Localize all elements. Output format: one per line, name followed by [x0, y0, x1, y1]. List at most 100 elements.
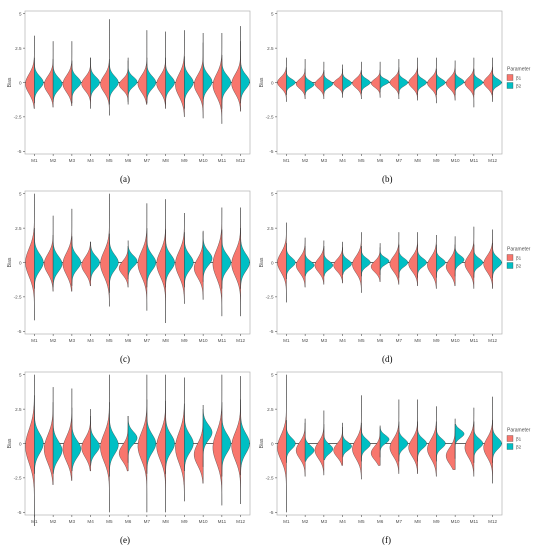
caption-f: (f)	[382, 535, 391, 545]
x-tick-label: M3	[69, 519, 76, 524]
x-tick-label: M9	[433, 158, 440, 163]
x-tick-label: M6	[125, 338, 132, 343]
x-tick-label: M7	[396, 158, 403, 163]
violin-half-β1	[137, 30, 148, 105]
y-tick-label: 0	[19, 441, 22, 446]
violin-half-β1	[231, 207, 241, 317]
x-tick-label: M1	[31, 158, 38, 163]
violin-half-β2	[304, 68, 315, 96]
violin-half-β1	[483, 396, 493, 484]
violin-half-β2	[398, 66, 409, 94]
violin-half-β1	[62, 208, 73, 292]
violin-half-β1	[314, 410, 325, 476]
x-tick-label: M12	[488, 338, 497, 343]
violin-half-β2	[379, 69, 390, 93]
violin-half-β2	[90, 57, 100, 101]
violin-half-β2	[52, 234, 63, 288]
x-tick-label: M8	[414, 338, 421, 343]
x-tick-label: M3	[69, 158, 76, 163]
violin-half-β2	[202, 404, 213, 468]
violin-half-β1	[193, 230, 204, 300]
violin-half-β1	[81, 57, 91, 109]
x-tick-label: M3	[69, 338, 76, 343]
y-axis-label: Bias	[259, 257, 265, 267]
y-tick-label: -2.5	[14, 295, 22, 300]
caption-b: (b)	[382, 174, 393, 184]
violin-half-β2	[184, 55, 194, 110]
violin-half-β2	[304, 422, 315, 462]
x-tick-label: M6	[377, 338, 384, 343]
x-tick-label: M1	[31, 338, 38, 343]
y-tick-label: -2.5	[266, 115, 274, 120]
violin-half-β2	[240, 25, 250, 104]
x-tick-label: M3	[321, 338, 328, 343]
y-tick-label: 2.5	[15, 407, 22, 412]
violin-half-β2	[90, 241, 100, 281]
legend-label-β1: β1	[516, 255, 522, 260]
legend-label-β1: β1	[516, 75, 522, 80]
violin-half-β1	[100, 374, 110, 513]
violin-half-β2	[473, 421, 484, 463]
y-tick-label: 5	[271, 373, 274, 378]
panel-d: Bias 5 2.5 0 -2.5 -5 M1 M2 M3 M4 M5 M6 M7 M8 M9 M10 M11 M…	[259, 190, 531, 343]
violin-half-β2	[323, 424, 334, 461]
x-tick-label: M4	[87, 338, 94, 343]
x-tick-label: M9	[181, 519, 188, 524]
violin-half-β1	[277, 57, 287, 102]
violin-half-β2	[71, 235, 82, 287]
violin-half-β1	[389, 232, 400, 285]
violin-half-β1	[352, 61, 362, 100]
violin-half-β2	[184, 232, 194, 288]
x-tick-label: M4	[87, 158, 94, 163]
violin-half-β1	[62, 388, 73, 481]
y-tick-label: -2.5	[266, 476, 274, 481]
violin-half-β1	[408, 232, 418, 287]
violin-half-β1	[118, 57, 129, 105]
y-tick-label: 5	[271, 12, 274, 17]
violin-half-β1	[445, 418, 456, 470]
x-tick-label: M11	[470, 158, 479, 163]
x-tick-label: M2	[50, 158, 57, 163]
x-tick-label: M7	[396, 519, 403, 524]
violin-half-β1	[445, 60, 456, 101]
violin-half-β2	[454, 68, 465, 96]
violin-half-β1	[193, 408, 204, 484]
violin-half-β1	[333, 241, 343, 284]
x-tick-label: M8	[162, 338, 169, 343]
violin-half-β2	[202, 32, 213, 105]
violin-half-β2	[127, 240, 138, 280]
violin-half-β2	[398, 421, 409, 462]
violin-half-β2	[323, 245, 334, 277]
caption-d: (d)	[382, 354, 393, 364]
legend-label-β2: β2	[516, 444, 522, 449]
x-tick-label: M7	[144, 158, 151, 163]
violin-half-β2	[473, 68, 484, 96]
violin-half-β2	[417, 244, 427, 278]
legend-key-β2	[506, 443, 514, 450]
violin-half-β1	[483, 57, 493, 102]
x-tick-label: M10	[199, 158, 208, 163]
violin-half-β2	[286, 66, 296, 96]
violin-half-β1	[100, 19, 110, 116]
x-tick-label: M2	[50, 519, 57, 524]
x-tick-label: M10	[199, 338, 208, 343]
violin-half-β2	[417, 421, 427, 462]
violin-half-β1	[464, 407, 475, 477]
panel-a: Bias 5 2.5 0 -2.5 -5 M1 M2 M3 M4 M5 M6 M7 M8 M9 M10 M11 M…	[7, 10, 251, 163]
x-tick-label: M3	[321, 158, 328, 163]
violin-half-β2	[34, 227, 44, 289]
x-tick-label: M11	[218, 338, 227, 343]
violin-half-β2	[342, 246, 352, 276]
violin-half-β2	[454, 424, 465, 460]
violin-half-β2	[127, 415, 138, 463]
x-tick-label: M2	[302, 338, 309, 343]
legend-label-β2: β2	[516, 263, 522, 268]
legend-key-β1	[506, 435, 514, 442]
violin-half-β1	[333, 422, 343, 466]
x-tick-label: M2	[302, 519, 309, 524]
violin-half-β1	[295, 237, 306, 288]
x-tick-label: M10	[451, 338, 460, 343]
y-tick-label: 0	[19, 80, 22, 85]
x-tick-label: M1	[31, 519, 38, 524]
